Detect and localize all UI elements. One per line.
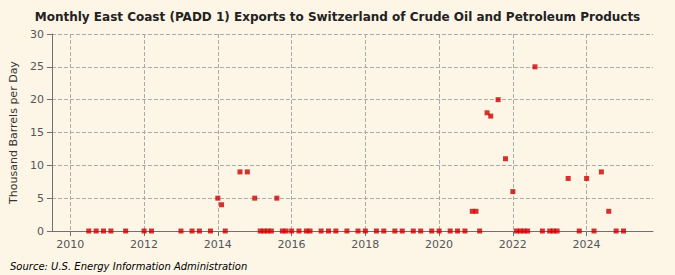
svg-text:Monthly East Coast (PADD 1) Ex: Monthly East Coast (PADD 1) Exports to S… [35,10,641,24]
svg-text:2012: 2012 [130,238,158,251]
svg-text:2010: 2010 [56,238,84,251]
svg-text:30: 30 [30,28,44,41]
svg-text:2024: 2024 [573,238,601,251]
svg-text:2018: 2018 [351,238,379,251]
svg-text:2022: 2022 [499,238,527,251]
svg-text:15: 15 [30,126,44,139]
svg-text:2014: 2014 [204,238,232,251]
svg-text:20: 20 [30,93,44,106]
svg-text:Thousand Barrels per Day: Thousand Barrels per Day [7,61,20,205]
svg-text:5: 5 [37,192,44,205]
svg-text:2016: 2016 [278,238,306,251]
svg-text:0: 0 [37,225,44,238]
svg-text:Source: U.S. Energy Informatio: Source: U.S. Energy Information Administ… [10,261,247,272]
svg-text:25: 25 [30,60,44,73]
svg-text:2020: 2020 [425,238,453,251]
svg-text:10: 10 [30,159,44,172]
